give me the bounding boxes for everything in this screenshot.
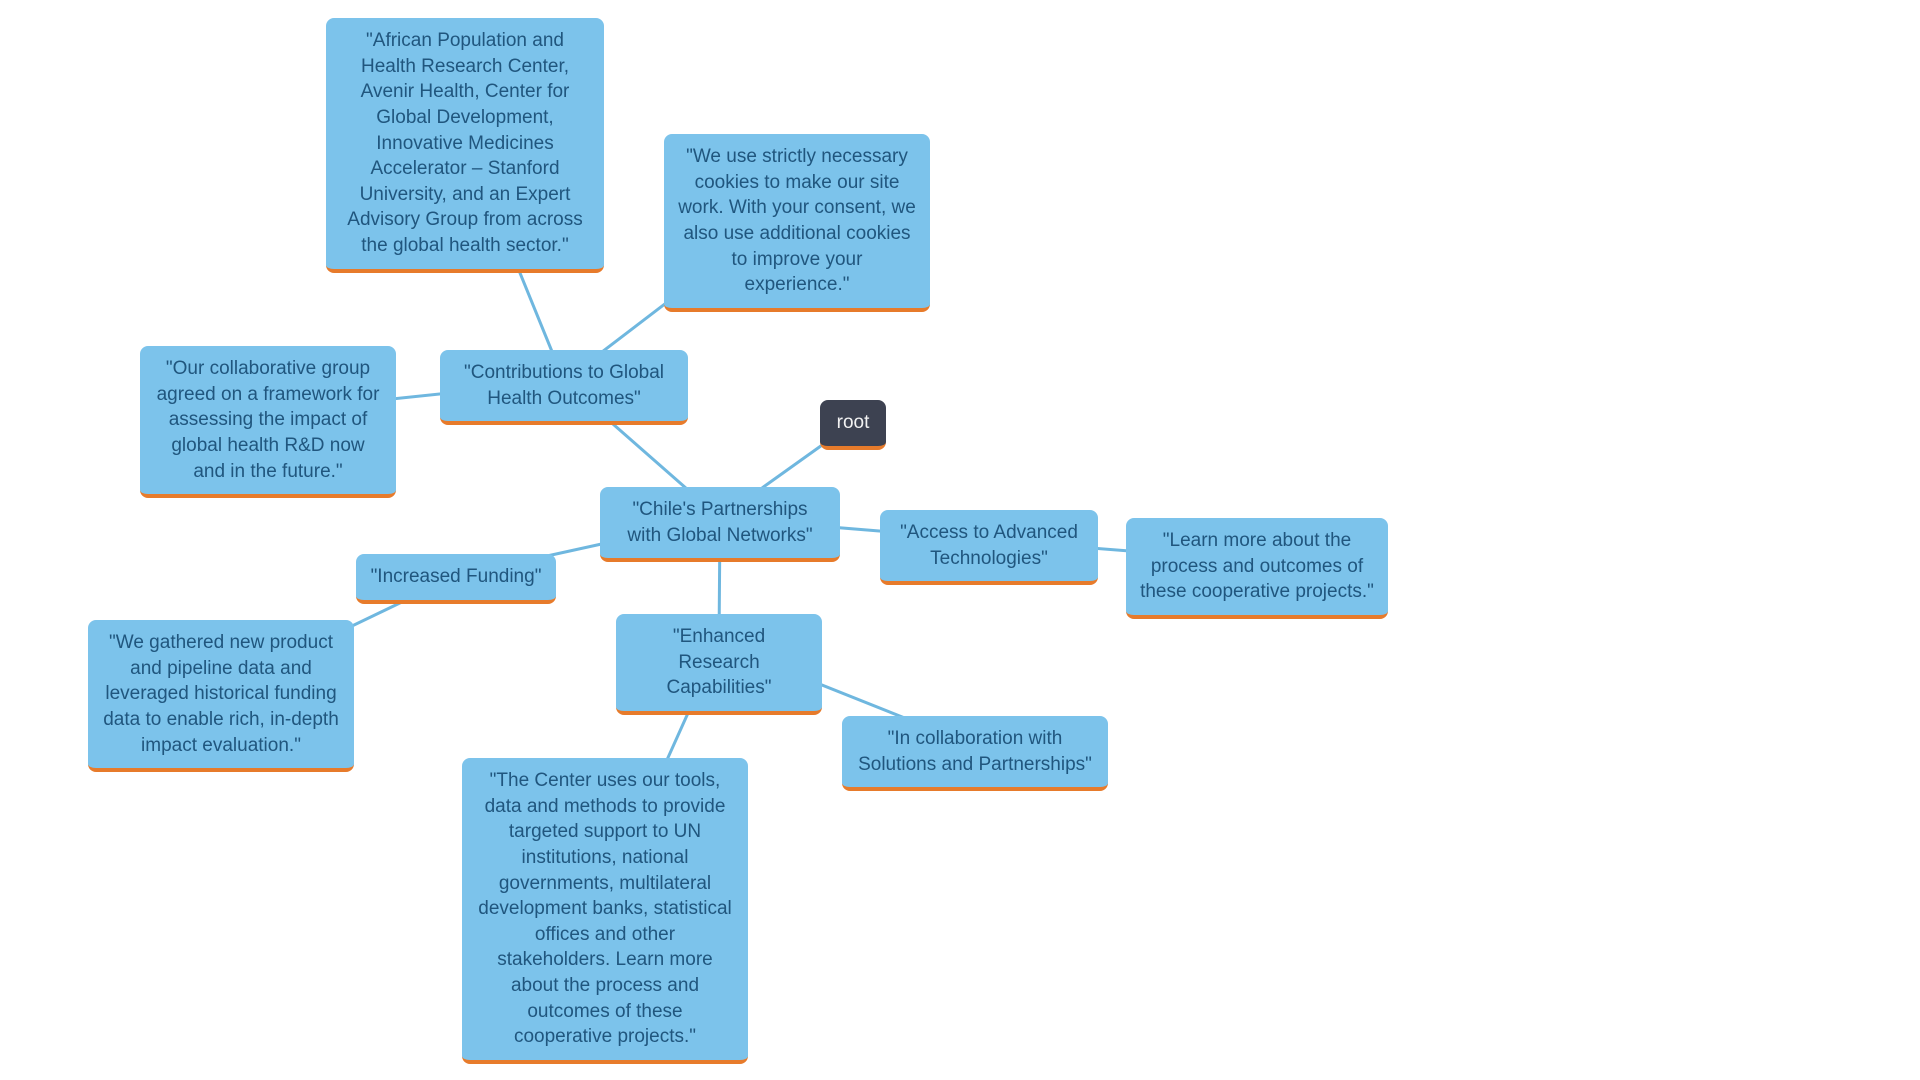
node-label: "Chile's Partnerships with Global Networ…: [614, 497, 826, 548]
concept-node[interactable]: "The Center uses our tools, data and met…: [462, 758, 748, 1064]
concept-node[interactable]: "Contributions to Global Health Outcomes…: [440, 350, 688, 425]
concept-node[interactable]: "Chile's Partnerships with Global Networ…: [600, 487, 840, 562]
node-label: "African Population and Health Research …: [340, 28, 590, 259]
node-label: "Enhanced Research Capabilities": [630, 624, 808, 701]
node-label: "We use strictly necessary cookies to ma…: [678, 144, 916, 298]
node-label: "The Center uses our tools, data and met…: [476, 768, 734, 1050]
concept-node[interactable]: "Increased Funding": [356, 554, 556, 604]
concept-node[interactable]: "Our collaborative group agreed on a fra…: [140, 346, 396, 498]
concept-node[interactable]: "Learn more about the process and outcom…: [1126, 518, 1388, 619]
node-label: "In collaboration with Solutions and Par…: [856, 726, 1094, 777]
concept-node[interactable]: "We gathered new product and pipeline da…: [88, 620, 354, 772]
node-label: "Access to Advanced Technologies": [894, 520, 1084, 571]
concept-node[interactable]: "In collaboration with Solutions and Par…: [842, 716, 1108, 791]
concept-node[interactable]: "Access to Advanced Technologies": [880, 510, 1098, 585]
node-label: root: [837, 410, 870, 436]
concept-node[interactable]: "We use strictly necessary cookies to ma…: [664, 134, 930, 312]
node-label: "Our collaborative group agreed on a fra…: [154, 356, 382, 484]
node-label: "Learn more about the process and outcom…: [1140, 528, 1374, 605]
node-label: "We gathered new product and pipeline da…: [102, 630, 340, 758]
concept-node[interactable]: "African Population and Health Research …: [326, 18, 604, 273]
concept-node[interactable]: "Enhanced Research Capabilities": [616, 614, 822, 715]
root-node[interactable]: root: [820, 400, 886, 450]
node-label: "Contributions to Global Health Outcomes…: [454, 360, 674, 411]
diagram-canvas: root "Chile's Partnerships with Global Ne…: [0, 0, 1920, 1080]
node-label: "Increased Funding": [371, 564, 542, 590]
